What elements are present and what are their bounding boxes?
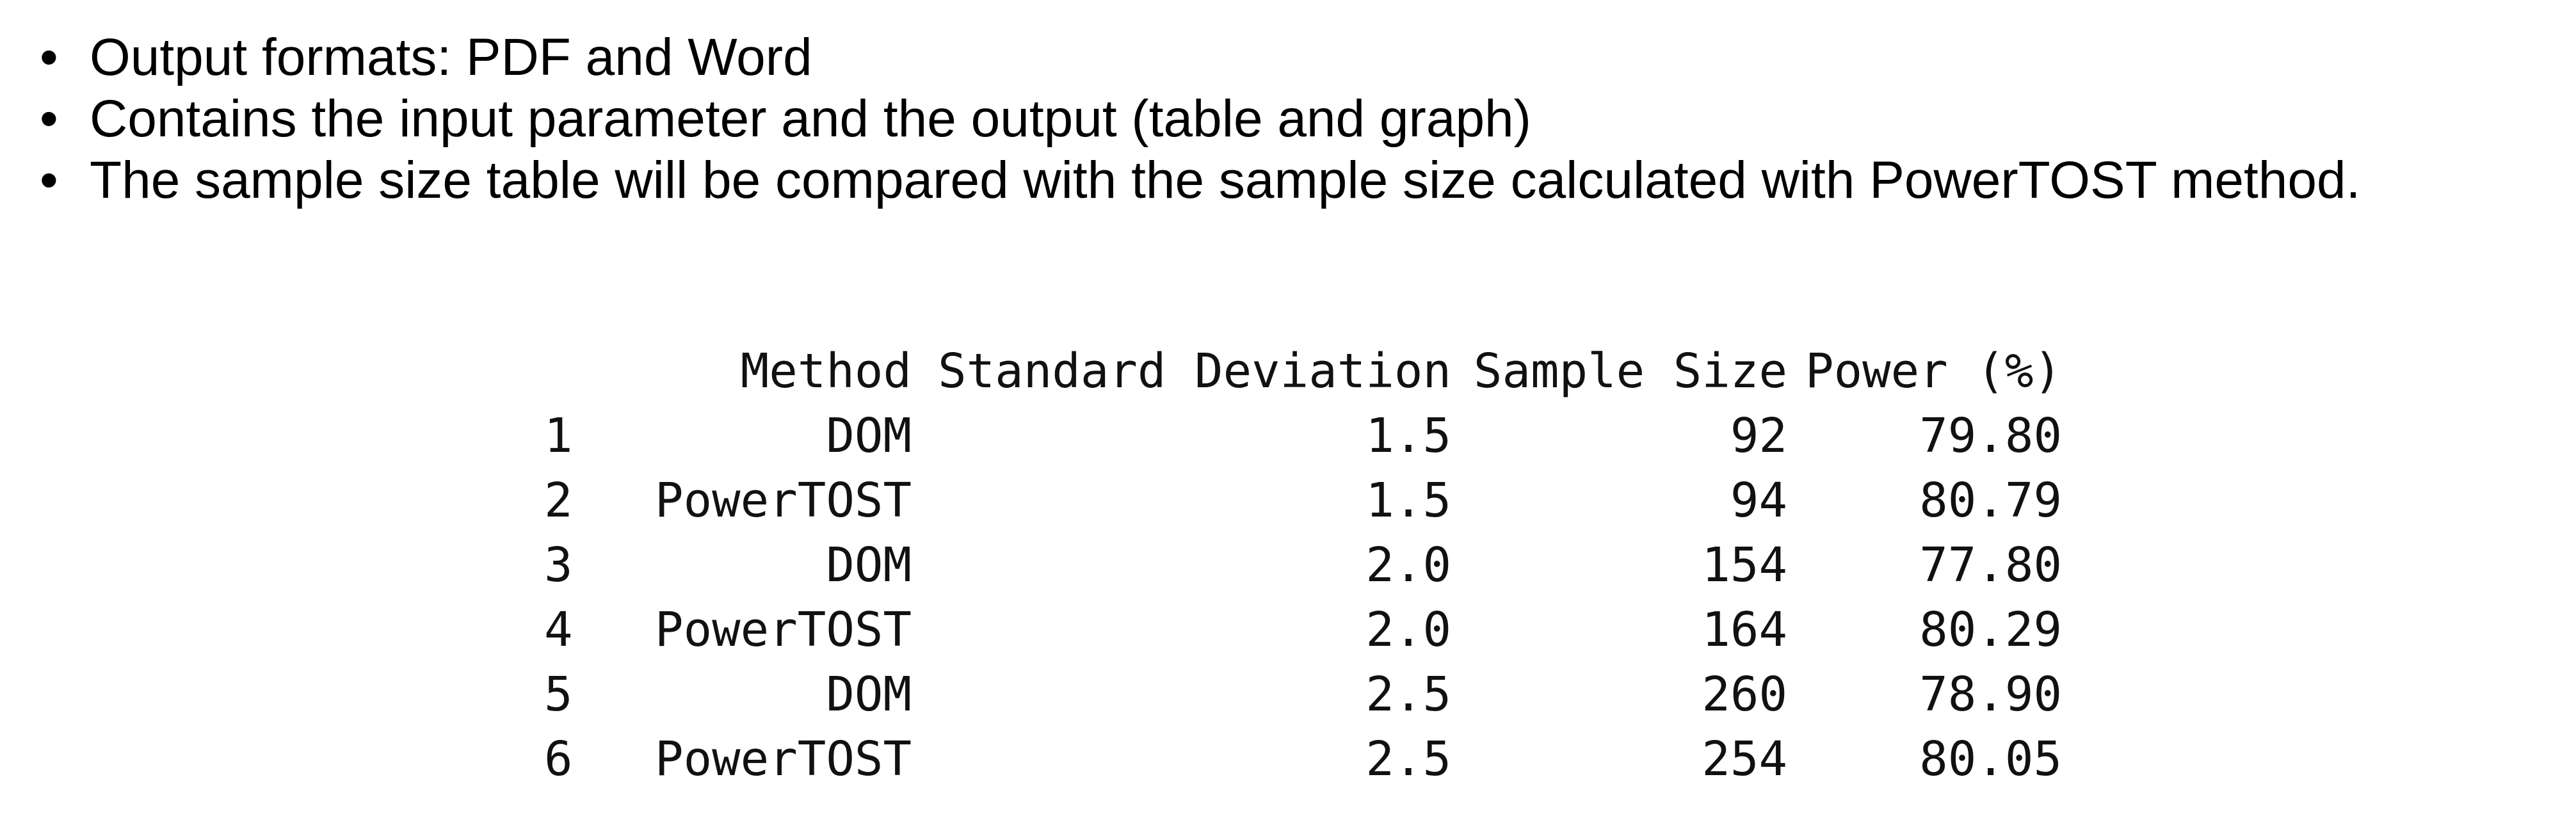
table-row: 1 DOM 1.5 92 79.80: [544, 404, 2062, 469]
header-standard-deviation: Standard Deviation: [938, 344, 1451, 399]
row-index: 2: [544, 473, 573, 528]
table-row: 2 PowerTOST 1.5 94 80.79: [544, 469, 2062, 533]
bullet-dot-icon: •: [40, 151, 58, 209]
table-row: 6 PowerTOST 2.5 254 80.05: [544, 727, 2062, 792]
header-method: Method: [740, 344, 912, 399]
row-index: 1: [544, 408, 573, 463]
table-row: 5 DOM 2.5 260 78.90: [544, 662, 2062, 727]
cell-standard-deviation: 1.5: [1365, 473, 1451, 528]
cell-power: 80.05: [1919, 732, 2062, 787]
cell-method: DOM: [826, 538, 912, 593]
header-power: Power (%): [1805, 344, 2062, 399]
cell-method: PowerTOST: [655, 602, 912, 657]
cell-power: 78.90: [1919, 667, 2062, 722]
row-index: 5: [544, 667, 573, 722]
cell-method: DOM: [826, 408, 912, 463]
cell-sample-size: 154: [1702, 538, 1787, 593]
cell-method: DOM: [826, 667, 912, 722]
cell-power: 80.79: [1919, 473, 2062, 528]
sample-size-table: Method Standard Deviation Sample Size Po…: [544, 339, 2062, 792]
cell-power: 80.29: [1919, 602, 2062, 657]
header-index: [544, 339, 586, 404]
cell-sample-size: 92: [1730, 408, 1787, 463]
bullet-dot-icon: •: [40, 28, 58, 86]
cell-sample-size: 260: [1702, 667, 1787, 722]
cell-method: PowerTOST: [655, 732, 912, 787]
bullet-dot-icon: •: [40, 90, 58, 148]
cell-sample-size: 94: [1730, 473, 1787, 528]
cell-standard-deviation: 2.5: [1365, 732, 1451, 787]
cell-power: 77.80: [1919, 538, 2062, 593]
table-header-row: Method Standard Deviation Sample Size Po…: [544, 339, 2062, 404]
cell-sample-size: 164: [1702, 602, 1787, 657]
cell-standard-deviation: 1.5: [1365, 408, 1451, 463]
cell-standard-deviation: 2.5: [1365, 667, 1451, 722]
cell-power: 79.80: [1919, 408, 2062, 463]
cell-method: PowerTOST: [655, 473, 912, 528]
row-index: 6: [544, 732, 573, 787]
table-row: 3 DOM 2.0 154 77.80: [544, 533, 2062, 598]
bullet-text: Output formats: PDF and Word: [90, 28, 812, 86]
cell-standard-deviation: 2.0: [1365, 602, 1451, 657]
header-sample-size: Sample Size: [1473, 344, 1787, 399]
row-index: 3: [544, 538, 573, 593]
cell-standard-deviation: 2.0: [1365, 538, 1451, 593]
cell-sample-size: 254: [1702, 732, 1787, 787]
bullet-text: Contains the input parameter and the out…: [90, 90, 1531, 148]
table-row: 4 PowerTOST 2.0 164 80.29: [544, 598, 2062, 662]
row-index: 4: [544, 602, 573, 657]
bullet-text: The sample size table will be compared w…: [90, 151, 2361, 209]
